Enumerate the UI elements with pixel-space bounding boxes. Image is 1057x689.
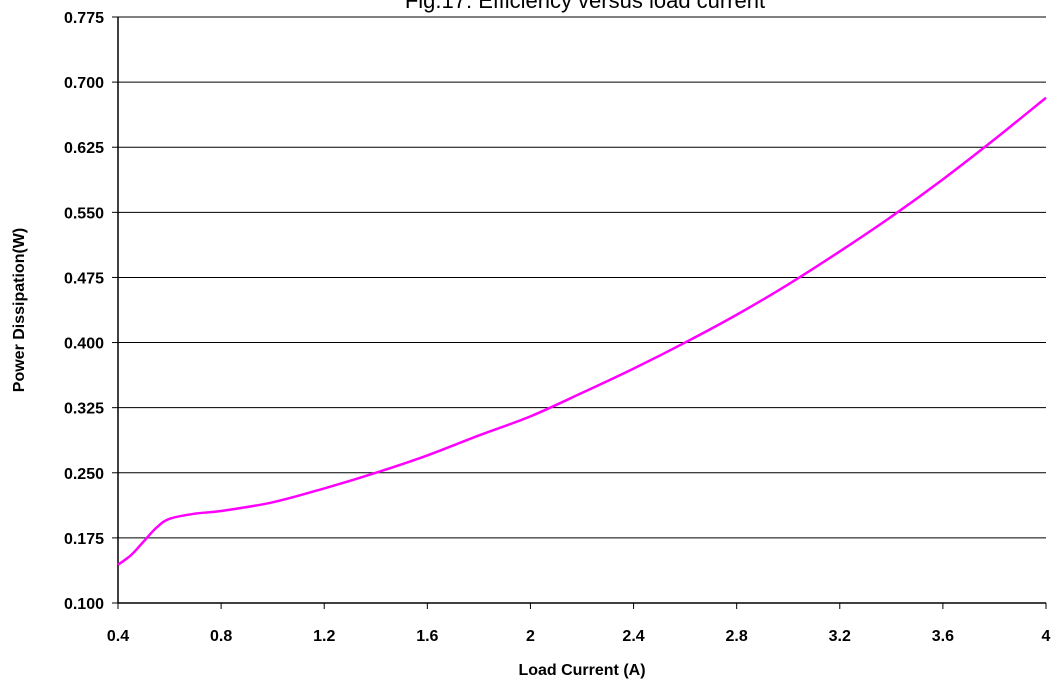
y-tick-label: 0.250 bbox=[64, 466, 104, 483]
x-tick-label: 3.6 bbox=[932, 628, 954, 645]
x-tick-label: 2.4 bbox=[622, 628, 644, 645]
y-tick-label: 0.625 bbox=[64, 140, 104, 157]
y-axis-ticks: 0.100 0.175 0.250 0.325 0.400 0.475 0.550 0.625… bbox=[64, 10, 118, 613]
y-tick-label: 0.550 bbox=[64, 205, 104, 222]
y-axis-title: Power Dissipation(W) bbox=[11, 228, 28, 392]
chart-title: Fig.17: Efficiency versus load current bbox=[405, 0, 765, 13]
x-tick-label: 2.8 bbox=[726, 628, 748, 645]
x-axis-ticks: 0.4 0.8 1.2 1.6 2 2.4 2.8 3.2 3.6 4 bbox=[107, 603, 1051, 645]
y-tick-label: 0.775 bbox=[64, 10, 104, 27]
y-tick-label: 0.175 bbox=[64, 531, 104, 548]
y-tick-label: 0.400 bbox=[64, 336, 104, 353]
x-tick-label: 3.2 bbox=[829, 628, 851, 645]
x-tick-label: 0.8 bbox=[210, 628, 232, 645]
y-tick-label: 0.700 bbox=[64, 75, 104, 92]
x-tick-label: 0.4 bbox=[107, 628, 129, 645]
x-tick-label: 4 bbox=[1042, 628, 1051, 645]
series-group bbox=[117, 96, 1047, 566]
axes bbox=[117, 17, 1046, 604]
x-tick-label: 1.6 bbox=[416, 628, 438, 645]
y-tick-label: 0.100 bbox=[64, 596, 104, 613]
series-line-power-dissipation bbox=[117, 96, 1047, 566]
y-tick-label: 0.475 bbox=[64, 270, 104, 287]
y-tick-label: 0.325 bbox=[64, 401, 104, 418]
x-tick-label: 1.2 bbox=[313, 628, 335, 645]
x-tick-label: 2 bbox=[526, 628, 535, 645]
x-axis-title: Load Current (A) bbox=[518, 662, 645, 679]
gridlines bbox=[118, 16, 1046, 539]
